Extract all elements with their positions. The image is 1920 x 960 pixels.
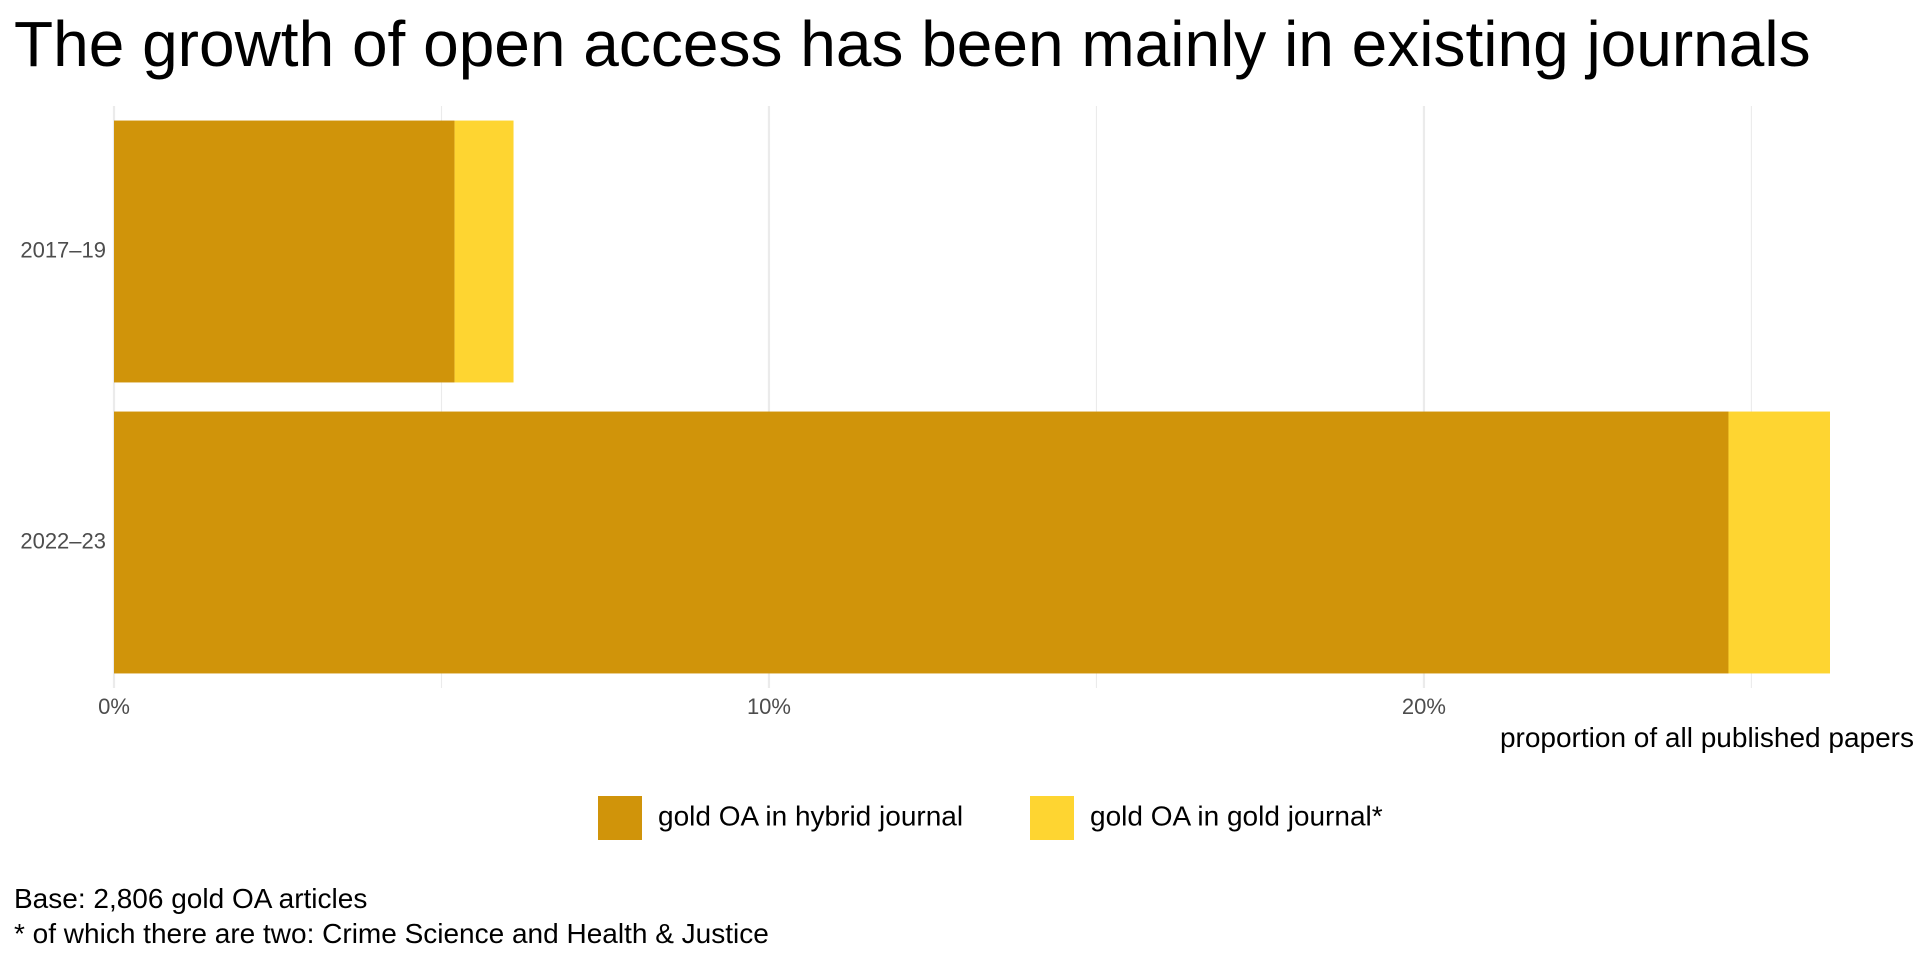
x-tick-label: 20% (1402, 694, 1446, 719)
footnote-caption: * of which there are two: Crime Science … (14, 918, 769, 949)
y-tick-label: 2022–23 (20, 528, 106, 553)
legend-swatch-gold (1030, 796, 1074, 840)
chart-title: The growth of open access has been mainl… (14, 8, 1811, 80)
bar-gold-0 (454, 120, 514, 383)
bar-gold-1 (1728, 411, 1830, 674)
legend-label: gold OA in hybrid journal (658, 800, 963, 831)
legend-label: gold OA in gold journal* (1090, 800, 1383, 831)
y-tick-label: 2017–19 (20, 237, 106, 262)
x-axis-title: proportion of all published papers (1500, 722, 1914, 753)
x-tick-label: 10% (747, 694, 791, 719)
base-caption: Base: 2,806 gold OA articles (14, 883, 368, 914)
bar-hybrid-1 (114, 411, 1729, 674)
legend-swatch-hybrid (598, 796, 642, 840)
bar-hybrid-0 (114, 120, 455, 383)
x-tick-label: 0% (98, 694, 130, 719)
